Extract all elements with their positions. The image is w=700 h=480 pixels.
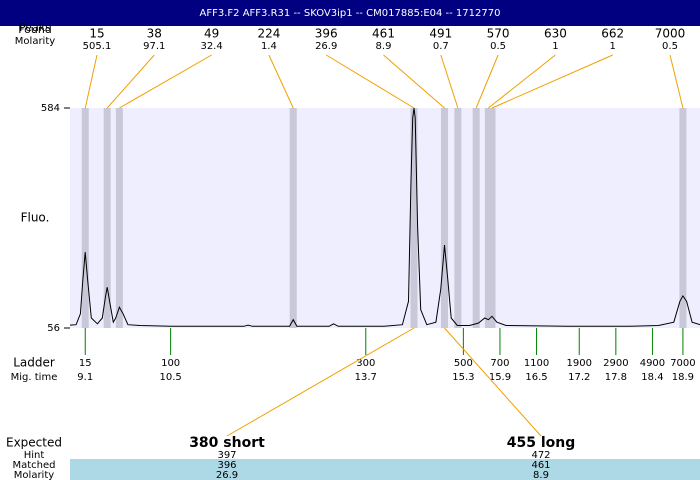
peak-band [454, 108, 462, 328]
expected-molarity-label: Molarity [14, 470, 54, 480]
peak-band [472, 108, 480, 328]
peaks-label: Peaks [19, 21, 51, 34]
hint-label: Hint [24, 450, 45, 461]
peak-connector [84, 54, 98, 109]
peak-connector [669, 54, 684, 109]
ladder-time-label: 17.8 [605, 372, 627, 383]
found-label: Found [18, 23, 52, 36]
molarity-label: Molarity [15, 36, 55, 47]
peak-molarity-label: 0.5 [662, 41, 678, 52]
peak-band [115, 108, 123, 328]
peak-molarity-label: 97.1 [143, 41, 165, 52]
peak-molarity-label: 0.7 [433, 41, 449, 52]
chart-title: AFF3.F2 AFF3.R31 -- SKOV3ip1 -- CM017885… [200, 8, 501, 19]
peak-connector [325, 54, 415, 109]
title-bar [0, 0, 700, 26]
ladder-label: Ladder [13, 356, 55, 370]
peak-molarity-label: 32.4 [200, 41, 222, 52]
matched-value: 461 [531, 460, 550, 471]
ladder-size-label: 2900 [603, 358, 628, 369]
ladder-size-label: 700 [490, 358, 509, 369]
expected-name: 380 short [189, 435, 265, 451]
peak-molarity-label: 26.9 [315, 41, 337, 52]
mig-time-label: Mig. time [11, 372, 58, 383]
ladder-size-label: 7000 [670, 358, 695, 369]
ladder-time-label: 13.7 [355, 372, 377, 383]
expected-connector [444, 327, 542, 437]
peak-band [410, 108, 418, 328]
peak-connector [383, 54, 445, 109]
peak-size-label: 491 [429, 27, 452, 41]
matched-label: Matched [12, 460, 55, 471]
peak-size-label: 224 [257, 27, 280, 41]
peak-connector [440, 54, 459, 109]
peak-molarity-label: 1.4 [261, 41, 277, 52]
ladder-time-label: 16.5 [525, 372, 547, 383]
peak-band [81, 108, 89, 328]
ladder-time-label: 10.5 [159, 372, 181, 383]
ladder-size-label: 100 [161, 358, 180, 369]
hint-value: 472 [531, 450, 550, 461]
ladder-time-label: 15.9 [489, 372, 511, 383]
matched-value: 396 [217, 460, 236, 471]
peak-size-label: 461 [372, 27, 395, 41]
matched-band [70, 459, 700, 480]
ladder-size-label: 15 [79, 358, 92, 369]
expected-name: 455 long [507, 435, 576, 451]
peak-molarity-label: 1 [552, 41, 558, 52]
ladder-size-label: 4900 [640, 358, 665, 369]
plot-area [70, 108, 700, 328]
y-axis-label: Fluo. [21, 211, 50, 225]
ladder-time-label: 15.3 [452, 372, 474, 383]
molarity-value: 8.9 [533, 470, 549, 480]
peak-size-label: 630 [544, 27, 567, 41]
peak-connector [106, 54, 155, 109]
trace [69, 107, 700, 327]
peak-molarity-label: 505.1 [83, 41, 112, 52]
hint-value: 397 [217, 450, 236, 461]
peak-connector [491, 54, 613, 109]
peak-connector [475, 54, 499, 109]
expected-label: Expected [6, 436, 62, 450]
ladder-size-label: 1900 [567, 358, 592, 369]
peak-size-label: 396 [315, 27, 338, 41]
peak-size-label: 49 [204, 27, 219, 41]
peak-band [484, 108, 492, 328]
ladder-time-label: 9.1 [77, 372, 93, 383]
peak-size-label: 7000 [655, 27, 686, 41]
peak-band [289, 108, 297, 328]
peak-band [679, 108, 687, 328]
peak-band [488, 108, 496, 328]
ladder-time-label: 18.9 [672, 372, 694, 383]
ladder-time-label: 17.2 [568, 372, 590, 383]
y-tick-label: 584 [41, 103, 60, 114]
peak-size-label: 570 [487, 27, 510, 41]
ladder-time-label: 18.4 [641, 372, 663, 383]
peak-size-label: 15 [89, 27, 104, 41]
peak-band [440, 108, 448, 328]
peak-molarity-label: 1 [610, 41, 616, 52]
ladder-size-label: 500 [454, 358, 473, 369]
peak-molarity-label: 0.5 [490, 41, 506, 52]
expected-connector [226, 327, 415, 437]
peak-band [103, 108, 111, 328]
peak-molarity-label: 8.9 [376, 41, 392, 52]
ladder-size-label: 300 [356, 358, 375, 369]
y-tick-label: 56 [47, 323, 60, 334]
peak-connector [268, 54, 294, 109]
peak-size-label: 662 [601, 27, 624, 41]
peak-connector [488, 54, 556, 109]
peak-connector [119, 54, 212, 109]
molarity-value: 26.9 [216, 470, 238, 480]
peak-size-label: 38 [147, 27, 162, 41]
ladder-size-label: 1100 [524, 358, 549, 369]
